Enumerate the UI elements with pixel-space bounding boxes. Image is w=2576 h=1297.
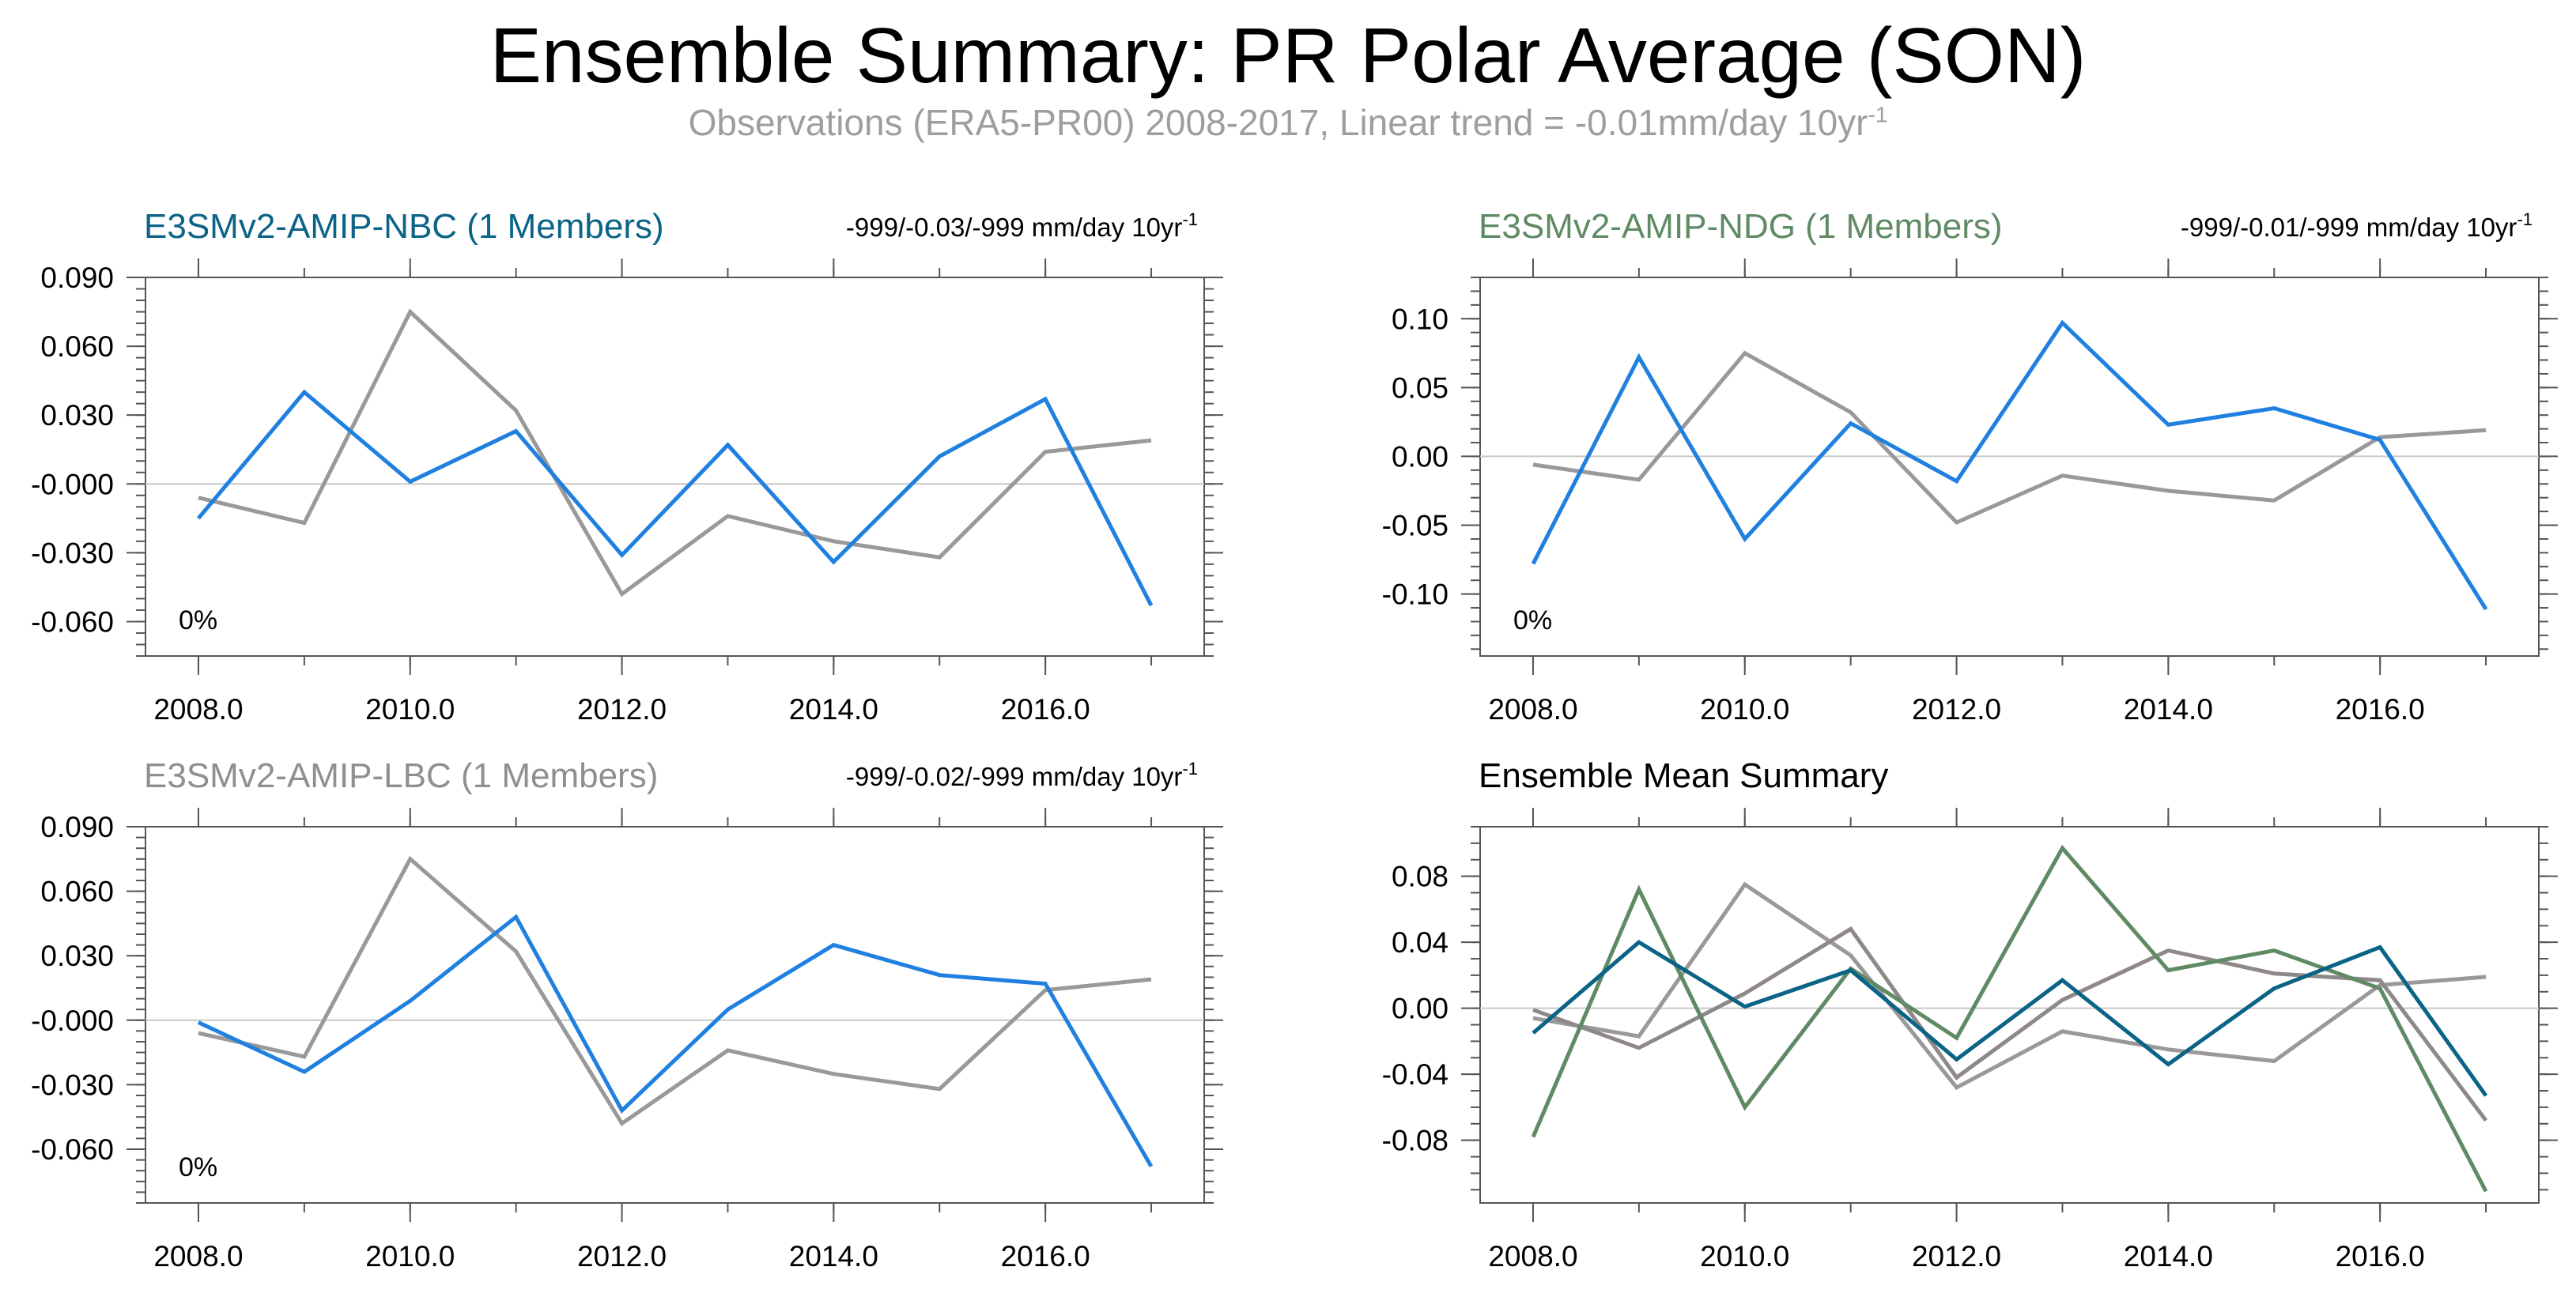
panel-trend-label: -999/-0.01/-999 mm/day 10yr-1 (2181, 209, 2533, 242)
y-tick-label: -0.030 (31, 1069, 114, 1101)
x-tick-label: 2008.0 (1488, 693, 1577, 726)
y-tick-label: 0.030 (40, 940, 114, 972)
y-tick-label: -0.030 (31, 537, 114, 569)
x-tick-label: 2010.0 (365, 693, 455, 726)
x-tick-label: 2010.0 (1700, 1240, 1789, 1272)
trend-text: -999/-0.02/-999 mm/day 10yr (846, 762, 1183, 791)
trend-superscript: -1 (1182, 759, 1198, 779)
x-tick-label: 2014.0 (789, 693, 878, 726)
plot-frame (1479, 826, 2540, 1204)
y-tick-label: 0.05 (1392, 371, 1449, 404)
panel-title: E3SMv2-AMIP-NDG (1 Members) (1479, 207, 2003, 246)
chart-panel-mean: 0.08 0.04 0.00 -0.04 -0.08 2008.0 2010.0 2012.0… (1382, 756, 2558, 1272)
series-line-lbc (197, 914, 1154, 1168)
x-tick-label: 2016.0 (1001, 693, 1090, 726)
x-tick-label: 2012.0 (577, 693, 667, 726)
trend-text: -999/-0.03/-999 mm/day 10yr (846, 213, 1183, 242)
panel-title: E3SMv2-AMIP-NBC (1 Members) (144, 207, 664, 246)
y-tick-label: 0.04 (1392, 926, 1449, 959)
x-tick-label: 2014.0 (789, 1240, 878, 1272)
x-tick-label: 2010.0 (1700, 693, 1789, 726)
chart-panel-ndg: 0.10 0.05 0.00 -0.05 -0.10 2008.0 2010.0 2012.0… (1382, 207, 2558, 726)
y-tick-label: -0.10 (1382, 579, 1449, 611)
panel-trend-label: -999/-0.02/-999 mm/day 10yr-1 (846, 759, 1198, 791)
page-title: Ensemble Summary: PR Polar Average (SON) (489, 12, 2087, 99)
x-tick-label: 2014.0 (2124, 693, 2213, 726)
chart-panel-nbc: 0.090 0.060 0.030 -0.000 -0.030 -0.060 2008.0 2… (31, 207, 1223, 726)
x-tick-label: 2008.0 (153, 693, 243, 726)
series-line-observations (198, 855, 1152, 1126)
x-tick-label: 2008.0 (153, 1240, 243, 1272)
y-tick-label: 0.030 (40, 399, 114, 432)
y-tick-label: -0.000 (31, 1005, 114, 1037)
y-tick-label: -0.060 (31, 1133, 114, 1166)
y-tick-label: -0.05 (1382, 510, 1449, 542)
trend-superscript: -1 (2517, 209, 2533, 229)
series-line-observations (1532, 881, 2487, 1091)
panel-trend-label: -999/-0.03/-999 mm/day 10yr-1 (846, 209, 1198, 242)
subtitle-superscript: -1 (1868, 102, 1888, 127)
x-tick-label: 2008.0 (1488, 1240, 1577, 1272)
x-tick-label: 2010.0 (365, 1240, 455, 1272)
x-tick-label: 2012.0 (577, 1240, 667, 1272)
trend-text: -999/-0.01/-999 mm/day 10yr (2181, 213, 2517, 242)
series-line-mean_lbc (1532, 926, 2488, 1122)
y-tick-label: 0.090 (40, 262, 114, 294)
y-tick-label: 0.060 (40, 330, 114, 363)
chart-panel-lbc: 0.090 0.060 0.030 -0.000 -0.030 -0.060 2008.0 2… (31, 756, 1223, 1272)
y-tick-label: 0.00 (1392, 993, 1449, 1025)
series-line-observations (1532, 350, 2487, 525)
panel-title: E3SMv2-AMIP-LBC (1 Members) (144, 756, 658, 795)
series-line-mean_nbc (1532, 940, 2488, 1097)
series-line-observations (198, 308, 1152, 598)
y-tick-label: 0.08 (1392, 861, 1449, 893)
x-tick-label: 2014.0 (2124, 1240, 2213, 1272)
series-line-ndg (1531, 319, 2488, 611)
y-tick-label: -0.000 (31, 468, 114, 500)
y-tick-label: 0.10 (1392, 303, 1449, 335)
subtitle-text: Observations (ERA5-PR00) 2008-2017, Line… (688, 102, 1868, 143)
series-line-nbc (196, 389, 1154, 607)
y-tick-label: 0.00 (1392, 440, 1449, 473)
plot-frame (145, 277, 1205, 657)
page-subtitle: Observations (ERA5-PR00) 2008-2017, Line… (0, 101, 2576, 144)
y-tick-label: -0.08 (1382, 1125, 1449, 1157)
x-tick-label: 2016.0 (1001, 1240, 1090, 1272)
x-tick-label: 2016.0 (2336, 1240, 2425, 1272)
trend-superscript: -1 (1182, 209, 1198, 229)
y-tick-label: -0.060 (31, 605, 114, 638)
x-tick-label: 2012.0 (1912, 693, 2001, 726)
percent-label: 0% (179, 605, 217, 635)
y-tick-label: 0.060 (40, 876, 114, 908)
panel-title: Ensemble Mean Summary (1479, 756, 1888, 795)
x-tick-label: 2016.0 (2336, 693, 2425, 726)
plot-frame (145, 826, 1205, 1204)
y-tick-label: -0.04 (1382, 1058, 1449, 1091)
percent-label: 0% (1513, 605, 1552, 635)
percent-label: 0% (179, 1152, 217, 1182)
x-tick-label: 2012.0 (1912, 1240, 2001, 1272)
plot-frame (1479, 277, 2540, 657)
y-tick-label: 0.090 (40, 811, 114, 843)
